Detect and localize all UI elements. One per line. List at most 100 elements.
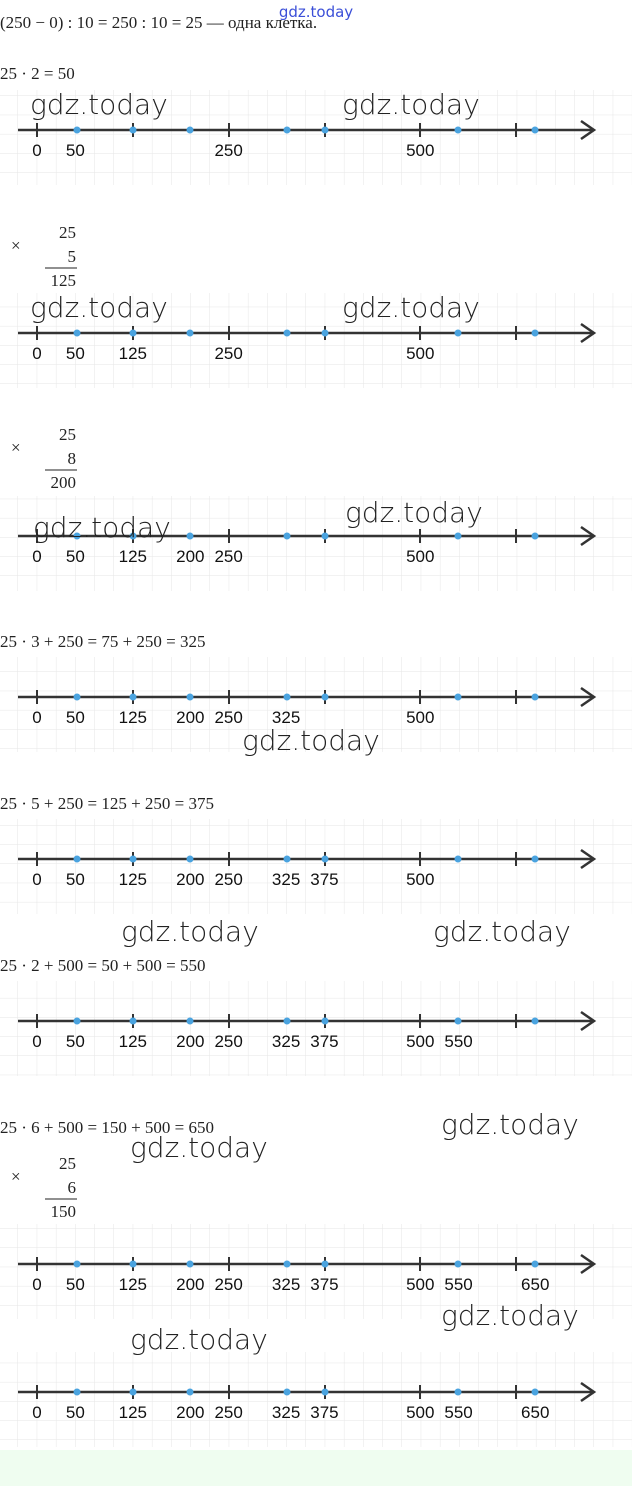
number-label: 125 — [119, 1403, 147, 1422]
number-label: 250 — [214, 547, 242, 566]
number-label: 125 — [119, 1032, 147, 1051]
point — [283, 532, 291, 540]
number-label: 500 — [406, 1403, 434, 1422]
point — [283, 1388, 291, 1396]
watermark: gdz.today — [121, 915, 259, 948]
footer-band — [0, 1450, 632, 1486]
point — [283, 329, 291, 337]
arrow-head — [580, 1010, 597, 1032]
point — [129, 1388, 137, 1396]
grid-band — [0, 981, 632, 1076]
number-label: 200 — [176, 708, 204, 727]
arrow-head — [580, 525, 597, 547]
point — [531, 855, 539, 863]
number-label: 500 — [406, 1275, 434, 1294]
grid-band — [0, 293, 632, 388]
watermark: gdz.today — [30, 291, 168, 324]
point — [321, 329, 329, 337]
number-label: 0 — [32, 344, 41, 363]
number-label: 125 — [119, 870, 147, 889]
number-label: 0 — [32, 1275, 41, 1294]
point — [454, 126, 462, 134]
point — [454, 1017, 462, 1025]
number-label: 375 — [310, 1275, 338, 1294]
number-label: 325 — [272, 870, 300, 889]
number-label: 0 — [32, 1403, 41, 1422]
number-label: 550 — [444, 1275, 472, 1294]
times-sign: × — [11, 438, 21, 457]
point — [186, 126, 194, 134]
number-label: 50 — [66, 708, 85, 727]
number-label: 250 — [214, 344, 242, 363]
number-label: 250 — [214, 141, 242, 160]
formula: 25 · 5 + 250 = 125 + 250 = 375 — [0, 794, 214, 813]
watermark: gdz.today — [342, 291, 480, 324]
factor: 5 — [68, 247, 77, 266]
number-label: 0 — [32, 547, 41, 566]
point — [129, 1260, 137, 1268]
number-label: 550 — [444, 1403, 472, 1422]
point — [531, 1388, 539, 1396]
watermark: gdz.today — [342, 88, 480, 121]
point — [73, 329, 81, 337]
cover — [0, 0, 632, 17]
site-name: gdz.today — [279, 3, 353, 21]
number-label: 500 — [406, 344, 434, 363]
point — [129, 855, 137, 863]
point — [186, 1260, 194, 1268]
arrow-head — [580, 119, 597, 141]
number-label: 375 — [310, 870, 338, 889]
arrow-head — [580, 1253, 597, 1275]
number-label: 50 — [66, 344, 85, 363]
grid-band — [0, 657, 632, 752]
point — [321, 855, 329, 863]
number-label: 200 — [176, 547, 204, 566]
number-label: 50 — [66, 1275, 85, 1294]
watermark: gdz.today — [441, 1299, 579, 1332]
number-label: 325 — [272, 1275, 300, 1294]
number-label: 125 — [119, 708, 147, 727]
number-label: 250 — [214, 1032, 242, 1051]
point — [321, 693, 329, 701]
product: 125 — [51, 271, 77, 290]
point — [531, 532, 539, 540]
arrow-head — [580, 322, 597, 344]
point — [283, 1017, 291, 1025]
point — [283, 126, 291, 134]
point — [186, 1017, 194, 1025]
point — [531, 126, 539, 134]
point — [73, 1388, 81, 1396]
point — [73, 532, 81, 540]
point — [283, 693, 291, 701]
number-label: 325 — [272, 708, 300, 727]
point — [454, 329, 462, 337]
number-label: 0 — [32, 141, 41, 160]
product: 150 — [51, 1202, 77, 1221]
watermark: gdz.today — [130, 1131, 268, 1164]
number-label: 125 — [119, 1275, 147, 1294]
number-label: 650 — [521, 1403, 549, 1422]
number-label: 200 — [176, 1032, 204, 1051]
times-sign: × — [11, 1167, 21, 1186]
point — [129, 693, 137, 701]
number-label: 200 — [176, 1403, 204, 1422]
point — [73, 1260, 81, 1268]
grid-band — [0, 90, 632, 185]
number-label: 250 — [214, 1403, 242, 1422]
number-label: 50 — [66, 1403, 85, 1422]
number-label: 375 — [310, 1032, 338, 1051]
cut-text: (250 − 0) : 10 = 250 : 10 = 25 — одна кл… — [0, 13, 317, 32]
factor: 25 — [59, 223, 76, 242]
watermark: gdz.today — [33, 511, 171, 544]
number-label: 500 — [406, 1032, 434, 1051]
point — [73, 1017, 81, 1025]
point — [283, 855, 291, 863]
number-label: 50 — [66, 547, 85, 566]
number-label: 500 — [406, 141, 434, 160]
point — [454, 693, 462, 701]
number-label: 200 — [176, 870, 204, 889]
product: 200 — [51, 473, 77, 492]
number-label: 500 — [406, 708, 434, 727]
